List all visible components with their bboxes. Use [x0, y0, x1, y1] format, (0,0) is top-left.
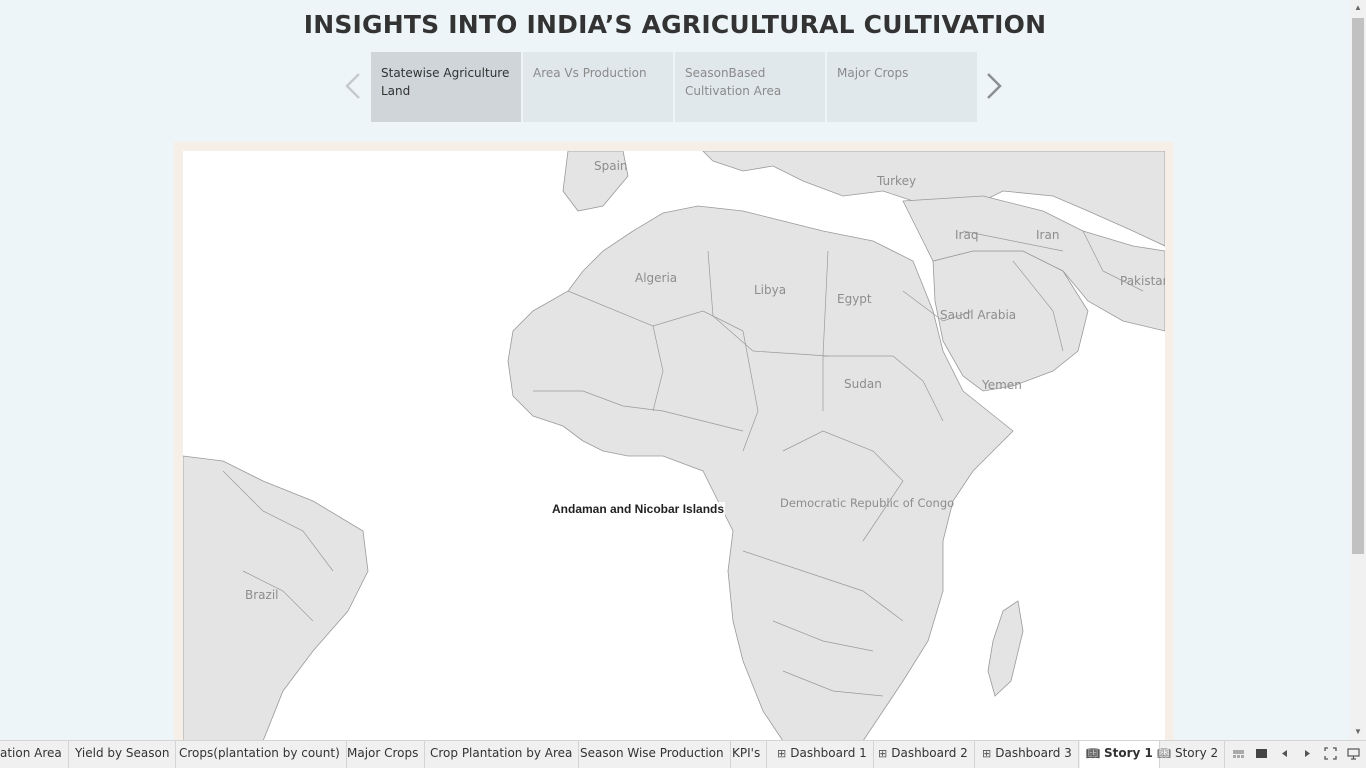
dashboard-icon: ⊞ [982, 747, 992, 760]
sheet-tab[interactable]: Crops(plantation by count) [173, 741, 347, 768]
dashboard-tab[interactable]: ⊞ Dashboard 3 [976, 741, 1079, 768]
country-label-spain: Spain [594, 159, 628, 173]
filmstrip-view-icon[interactable] [1232, 747, 1245, 760]
country-label-pakistan: Pakistan [1120, 274, 1165, 288]
country-label-yemen: Yemen [982, 378, 1022, 392]
country-label-egypt: Egypt [837, 292, 872, 306]
world-basemap [183, 151, 1165, 741]
scroll-thumb[interactable] [1352, 18, 1364, 554]
vertical-scrollbar[interactable]: ▲ ▼ [1350, 0, 1366, 740]
tab-tools [1232, 747, 1360, 760]
story-point-major-crops[interactable]: Major Crops [827, 52, 977, 122]
sheet-tab[interactable]: Major Crops [341, 741, 426, 768]
story-icon: 📖︎ [1086, 747, 1100, 760]
country-label-iraq: Iraq [955, 228, 979, 242]
story-point-seasonbased-cultivation-area[interactable]: SeasonBased Cultivation Area [675, 52, 825, 122]
sheet-tab[interactable]: Crop Plantation by Area [424, 741, 580, 768]
country-label-algeria: Algeria [635, 271, 678, 285]
sheet-tab[interactable]: KPI's [726, 741, 768, 768]
single-sheet-view-icon[interactable] [1255, 747, 1268, 760]
fullscreen-icon[interactable] [1324, 747, 1337, 760]
previous-story-point-button[interactable] [343, 68, 363, 104]
country-label-saudi-arabia: Saudi Arabia [940, 308, 1017, 322]
dashboard-tab[interactable]: ⊞ Dashboard 2 [872, 741, 975, 768]
story-icon: 📖︎ [1157, 747, 1171, 760]
chevron-left-icon [345, 73, 360, 99]
country-label-sudan: Sudan [844, 377, 882, 391]
dashboard-icon: ⊞ [777, 747, 787, 760]
scroll-up-icon[interactable]: ▲ [1354, 3, 1362, 12]
country-label-turkey: Turkey [877, 174, 917, 188]
story-title: INSIGHTS INTO INDIA’S AGRICULTURAL CULTI… [303, 10, 1047, 39]
map-view[interactable]: Spain Turkey Iraq Iran Algeria Libya Egy… [183, 151, 1165, 741]
country-label-iran: Iran [1036, 228, 1060, 242]
story-point-area-vs-production[interactable]: Area Vs Production [523, 52, 673, 122]
dashboard-icon: ⊞ [878, 747, 888, 760]
next-story-point-button[interactable] [984, 68, 1004, 104]
sheet-tab[interactable]: Season Wise Production [574, 741, 731, 768]
story-point-list: Statewise Agriculture Land Area Vs Produ… [371, 52, 977, 122]
dashboard-tab[interactable]: ⊞ Dashboard 1 [771, 741, 874, 768]
presentation-mode-icon[interactable] [1347, 747, 1360, 760]
story-tab-active[interactable]: 📖︎ Story 1 [1080, 741, 1160, 768]
sheet-tab[interactable]: ation Area [0, 741, 69, 768]
story-point-statewise-agriculture-land[interactable]: Statewise Agriculture Land [371, 52, 521, 122]
scroll-down-icon[interactable]: ▼ [1354, 727, 1362, 736]
chevron-right-icon [987, 73, 1002, 99]
state-mark-label[interactable]: Andaman and Nicobar Islands [551, 502, 726, 516]
country-label-brazil: Brazil [245, 588, 279, 602]
sheet-tab-bar: ation Area Yield by Season Crops(plantat… [0, 740, 1366, 768]
sheet-tab[interactable]: Yield by Season [69, 741, 177, 768]
previous-sheet-icon[interactable] [1278, 747, 1291, 760]
country-label-libya: Libya [754, 283, 787, 297]
country-label-democratic-republic-of-congo: Democratic Republic of Congo [780, 497, 954, 510]
story-tab[interactable]: 📖︎ Story 2 [1151, 741, 1226, 768]
next-sheet-icon[interactable] [1301, 747, 1314, 760]
